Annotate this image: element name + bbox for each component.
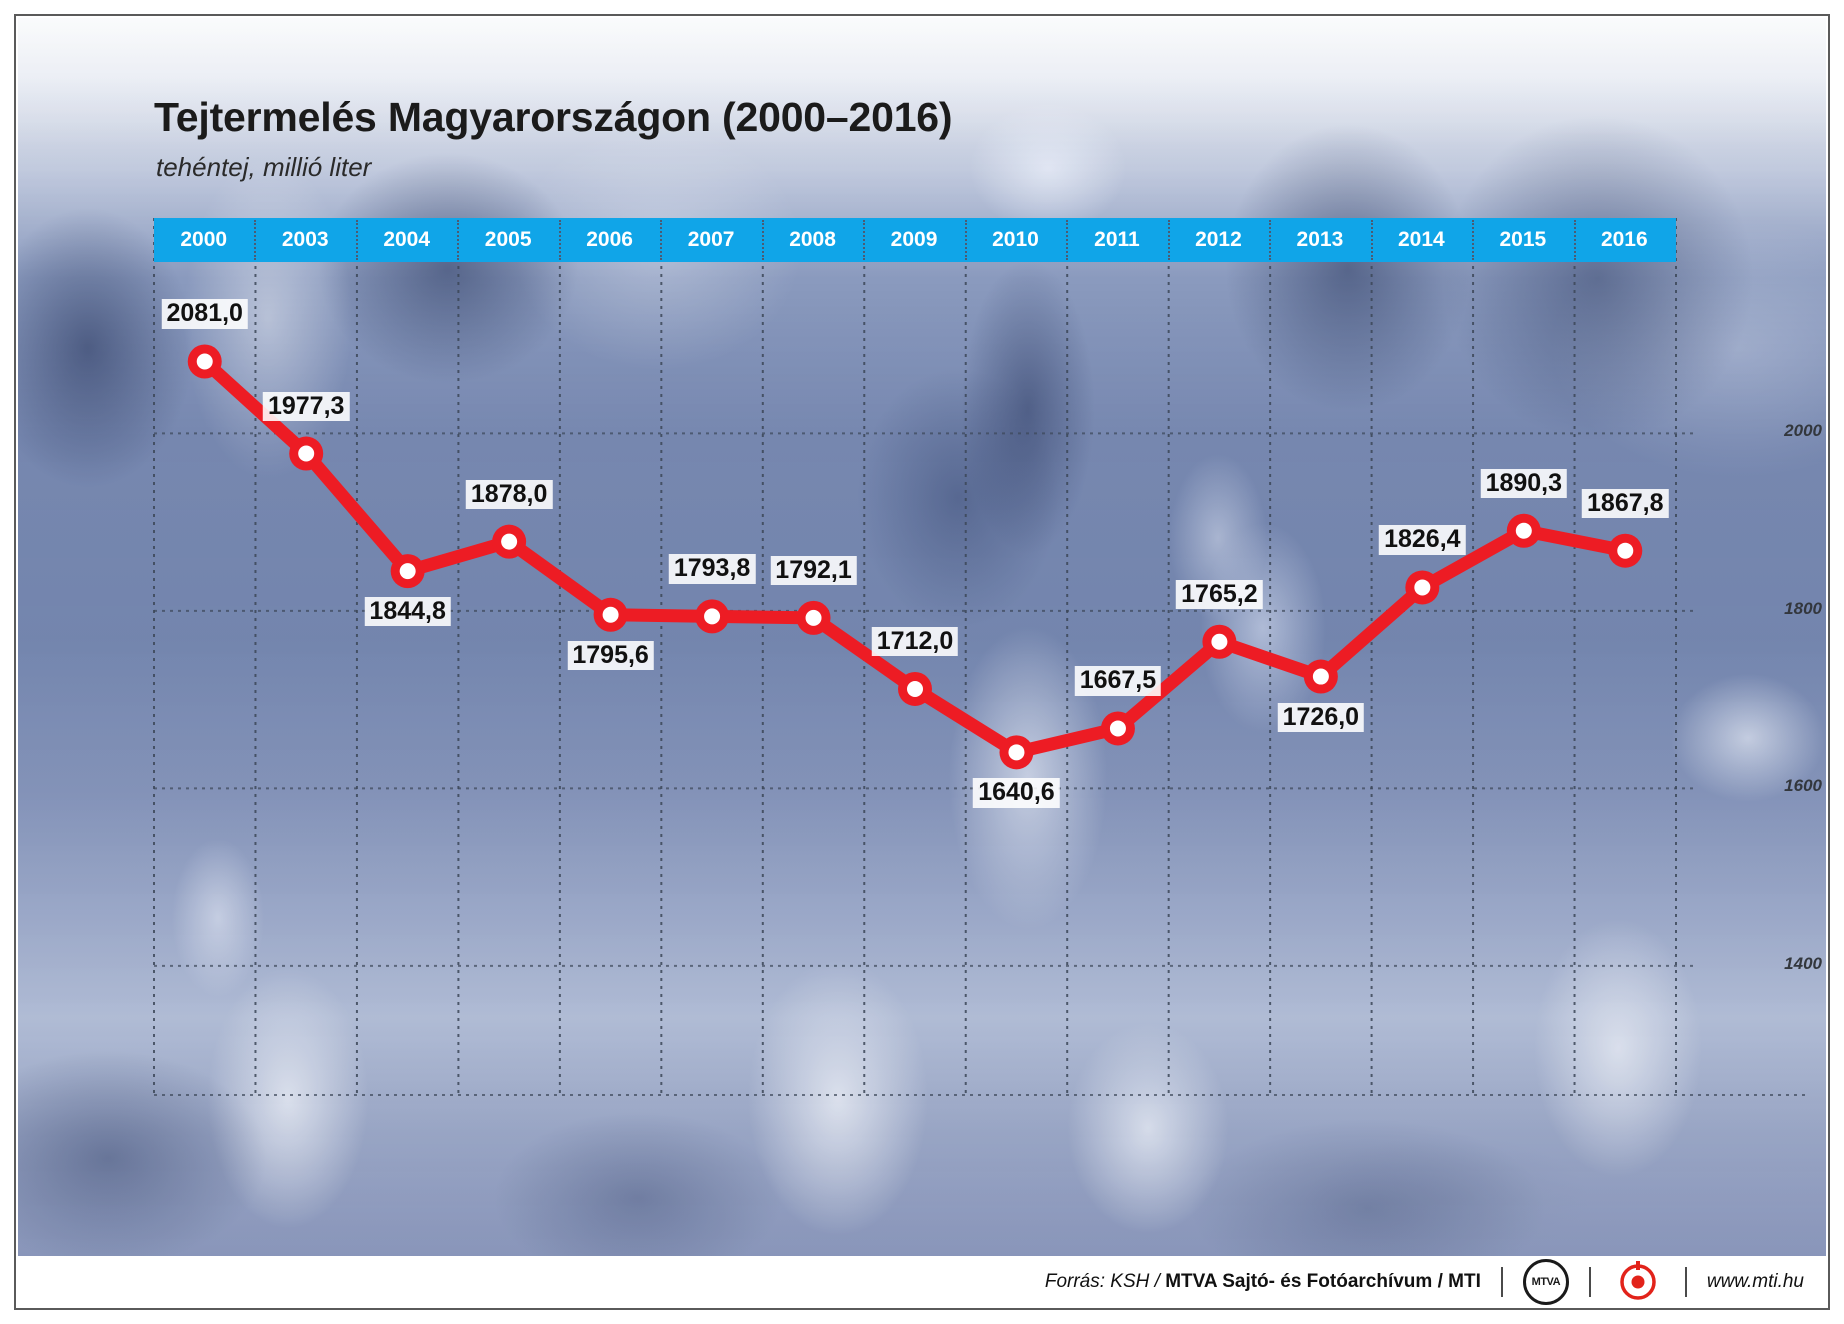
footer-divider-1 bbox=[1500, 1267, 1503, 1297]
mti-logo bbox=[1611, 1259, 1665, 1305]
y-axis-tick-1600: 1600 bbox=[1784, 776, 1822, 796]
year-cell-2014[interactable]: 2014 bbox=[1370, 218, 1474, 262]
y-axis-tick-1400: 1400 bbox=[1784, 953, 1822, 973]
year-cell-2011[interactable]: 2011 bbox=[1066, 218, 1169, 262]
year-cell-2010[interactable]: 2010 bbox=[964, 218, 1068, 262]
value-label-2008: 1792,1 bbox=[770, 555, 857, 586]
year-cell-label: 2006 bbox=[586, 228, 633, 251]
value-label-2006: 1795,6 bbox=[567, 640, 654, 671]
value-label-2004: 1844,8 bbox=[364, 597, 451, 627]
year-cell-label: 2004 bbox=[383, 228, 431, 251]
value-label-2000: 2081,0 bbox=[161, 299, 248, 329]
year-cell-2005[interactable]: 2005 bbox=[457, 218, 560, 262]
value-label-2010: 1640,6 bbox=[973, 778, 1060, 808]
year-cell-2007[interactable]: 2007 bbox=[660, 218, 763, 262]
year-cell-2012[interactable]: 2012 bbox=[1167, 218, 1271, 262]
value-label-2003: 1977,3 bbox=[262, 391, 350, 421]
value-label-2012: 1765,2 bbox=[1176, 579, 1263, 609]
year-cell-2009[interactable]: 2009 bbox=[863, 218, 966, 262]
year-cell-label: 2012 bbox=[1195, 228, 1242, 251]
value-label-2015: 1890,3 bbox=[1480, 468, 1568, 498]
value-label-2007: 1793,8 bbox=[668, 554, 756, 584]
year-cell-label: 2000 bbox=[180, 228, 228, 251]
year-cell-label: 2014 bbox=[1398, 228, 1445, 251]
year-cell-label: 2010 bbox=[992, 228, 1039, 251]
website-url: www.mti.hu bbox=[1706, 1271, 1804, 1292]
y-axis-tick-2000: 2000 bbox=[1784, 421, 1822, 441]
value-label-2013: 1726,0 bbox=[1277, 702, 1365, 732]
value-label-2016: 1867,8 bbox=[1582, 488, 1669, 518]
footer-divider-3 bbox=[1684, 1267, 1687, 1297]
year-cell-label: 2009 bbox=[890, 228, 938, 251]
mtva-logo-label: MTVA bbox=[1531, 1276, 1561, 1288]
year-cell-2015[interactable]: 2015 bbox=[1472, 218, 1575, 262]
year-cell-label: 2008 bbox=[789, 228, 836, 251]
year-cell-2000[interactable]: 2000 bbox=[154, 218, 256, 262]
y-axis-tick-1800: 1800 bbox=[1784, 598, 1822, 618]
value-label-2011: 1667,5 bbox=[1074, 666, 1162, 696]
year-cell-label: 2013 bbox=[1296, 228, 1344, 251]
year-cell-2006[interactable]: 2006 bbox=[558, 218, 662, 262]
value-label-2009: 1712,0 bbox=[871, 626, 959, 657]
value-label-2005: 1878,0 bbox=[465, 479, 553, 509]
source-archive: MTVA Sajtó- és Fotóarchívum / MTI bbox=[1165, 1271, 1481, 1292]
year-cell-label: 2016 bbox=[1600, 228, 1648, 251]
footer-divider-2 bbox=[1588, 1267, 1591, 1297]
year-cell-2004[interactable]: 2004 bbox=[355, 218, 459, 262]
year-cell-2003[interactable]: 2003 bbox=[254, 218, 357, 262]
year-cell-label: 2011 bbox=[1094, 228, 1140, 251]
year-cell-label: 2003 bbox=[281, 228, 329, 251]
year-axis-header: 2000 2003 2004 2005 2006 2007 2008 2009 2010 2011… bbox=[154, 218, 1677, 262]
mtva-logo: MTVA bbox=[1522, 1259, 1569, 1305]
footer-bar: Forrás: KSH / MTVA Sajtó- és Fotóarchívu… bbox=[18, 1256, 1826, 1308]
page-subtitle: tehéntej, millió liter bbox=[156, 152, 372, 182]
source-prefix: Forrás: KSH / bbox=[1044, 1271, 1166, 1292]
mti-logo-mark bbox=[1620, 1261, 1656, 1300]
year-cell-2013[interactable]: 2013 bbox=[1269, 218, 1372, 262]
year-cell-2016[interactable]: 2016 bbox=[1573, 218, 1677, 262]
page-title: Tejtermelés Magyarországon (2000–2016) bbox=[154, 94, 953, 140]
value-label-2014: 1826,4 bbox=[1379, 525, 1466, 555]
year-cell-2008[interactable]: 2008 bbox=[761, 218, 865, 262]
source-credit: Forrás: KSH / MTVA Sajtó- és Fotóarchívu… bbox=[1045, 1271, 1481, 1293]
year-cell-label: 2015 bbox=[1499, 228, 1547, 251]
year-cell-label: 2005 bbox=[484, 228, 532, 251]
year-cell-label: 2007 bbox=[687, 228, 735, 251]
